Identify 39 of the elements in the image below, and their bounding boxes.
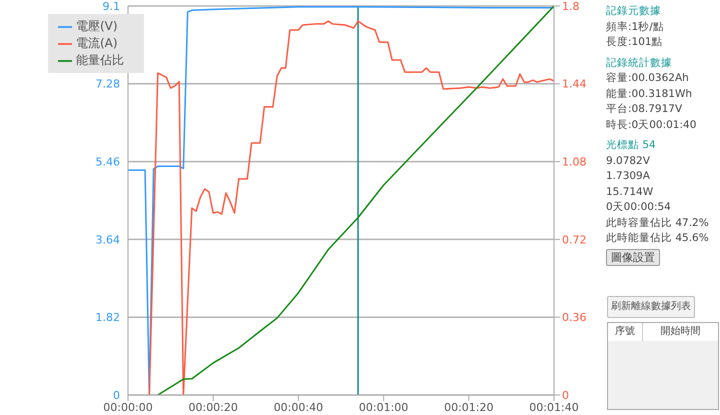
x-tick-label: 00:00:00 [103, 400, 153, 414]
text: 記錄元數據 [606, 4, 662, 19]
y-tick-label: 3.64 [96, 233, 120, 246]
y-tick-label: 0 [113, 388, 120, 402]
y2-tick-label: 1.08 [562, 156, 586, 169]
y2-tick-label: 0.36 [562, 311, 586, 324]
text: 此時容量佔比 47.2% [606, 216, 710, 230]
legend-label: 能量佔比 [76, 53, 124, 67]
y2-tick-label: 0 [562, 388, 569, 402]
text: 光標點 54 [606, 138, 657, 153]
y-tick-label: 5.46 [96, 156, 120, 169]
text: 15.714W [606, 184, 654, 200]
text: 0天00:00:54 [606, 200, 672, 215]
text: 頻率:1秒/點 [606, 20, 665, 34]
legend-label: 電壓(V) [76, 19, 118, 33]
legend-label: 電流(A) [76, 36, 118, 50]
text: 記錄統計數據 [606, 56, 673, 70]
y-tick-label: 1.82 [96, 311, 120, 324]
text: 平台:08.7917V [606, 102, 684, 117]
table-box: 序號 開始時間 [607, 322, 719, 410]
refresh-button: 刷新離線數據列表 [607, 296, 695, 318]
x-tick-label: 00:00:20 [188, 400, 238, 414]
text: 此時能量佔比 45.6% [606, 231, 710, 246]
x-tick-label: 00:00:40 [274, 400, 324, 414]
text: 能量:00.3181Wh [606, 86, 693, 102]
x-tick-label: 00:01:20 [444, 400, 494, 414]
settings-button: 圖像設置 [606, 248, 660, 266]
y-tick-label: 7.28 [96, 78, 120, 91]
y2-tick-label: 1.8 [562, 0, 580, 13]
text: 1.7309A [606, 169, 651, 184]
x-tick-label: 00:01:00 [358, 400, 408, 414]
x-tick-label: 00:01:40 [529, 400, 579, 414]
y2-tick-label: 1.44 [562, 78, 586, 91]
text: 長度:101點 [606, 35, 664, 50]
text: 容量:00.0362Ah [606, 71, 690, 86]
text: 9.0782V [606, 154, 651, 168]
y2-tick-label: 0.72 [562, 233, 586, 246]
y-tick-label: 9.1 [102, 0, 120, 13]
text: 時長:0天00:01:40 [606, 118, 698, 132]
